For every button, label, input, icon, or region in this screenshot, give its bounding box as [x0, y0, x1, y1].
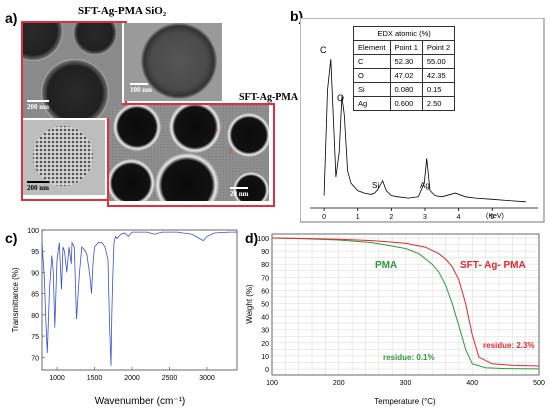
tga-residue-pma: residue: 0.1%: [383, 353, 435, 362]
marker-label-1: 1: [215, 127, 219, 133]
tga-residue-sft: residue: 2.3%: [483, 341, 535, 350]
tga-y-tick-label: 50: [261, 302, 269, 309]
edx-x-unit: (KeV): [486, 213, 504, 220]
scale-bar-4: 20 nm: [230, 187, 248, 198]
tem-image-porous: 200 nm: [23, 120, 105, 195]
tga-xlabel: Temperature (°C): [374, 397, 436, 406]
tga-y-tick-label: 70: [261, 275, 269, 282]
tem-frame-right: [107, 103, 275, 207]
panel-a-letter: a): [5, 10, 18, 26]
tga-y-tick-label: 0: [265, 367, 269, 374]
ftir-y-tick-label: 80: [31, 313, 39, 320]
tga-y-tick-label: 80: [261, 262, 269, 269]
tga-y-tick-label: 100: [257, 236, 269, 243]
ftir-x-tick-label: 1500: [87, 375, 103, 382]
tem-porous-drawing: [33, 126, 93, 186]
ftir-x-tick-label: 3000: [199, 375, 215, 382]
tga-y-tick-label: 90: [261, 249, 269, 256]
tem-image-single: 100 nm: [124, 23, 222, 101]
tga-y-tick-label: 20: [261, 341, 269, 348]
edx-cell: Ag: [353, 96, 391, 111]
tem-single-drawing: [141, 23, 217, 99]
tem-image-spheres: 200 nm: [23, 23, 122, 118]
tga-y-tick-label: 10: [261, 354, 269, 361]
edx-x-tick-label: 4: [457, 214, 461, 221]
tga-series-sft: [271, 237, 540, 367]
scale-bar-3: 200 nm: [27, 181, 49, 192]
tga-x-tick-label: 200: [333, 380, 345, 387]
tga-label-pma: PMA: [375, 260, 397, 271]
tga-x-tick-label: 400: [466, 380, 478, 387]
panel-d-letter: d): [245, 230, 259, 246]
scale-bar-1: 200 nm: [27, 100, 49, 111]
ftir-chart: 70 75 80 85 90 95 100 1000 1500 2000 2500 3000 Wav…: [11, 228, 238, 407]
edx-cell: 0.15: [421, 82, 456, 97]
tem-spheres-drawing: [23, 23, 117, 118]
ftir-y-ticks: 70 75 80 85 90 95 100: [27, 228, 45, 362]
tga-x-tick-label: 300: [400, 380, 412, 387]
tem-image-sft: 1 2 20 nm: [109, 105, 269, 201]
tga-plot-area: [271, 233, 540, 376]
ftir-ylabel: Transmittance (%): [11, 267, 20, 332]
ftir-xlabel: Wavenumber (cm⁻¹): [95, 396, 185, 407]
scale-bar-2: 100 nm: [130, 83, 152, 94]
peak-label-si: Si: [372, 181, 379, 190]
tga-ylabel: Weight (%): [245, 284, 254, 324]
marker-label-2: 2: [229, 149, 233, 155]
edx-cell: 2.50: [421, 96, 456, 111]
edx-header-point1: Point 1: [389, 40, 423, 55]
ftir-y-tick-label: 100: [27, 228, 39, 235]
tga-chart: 0 10 20 30 40 50 60 70 80 90 100 100 200 300 400 500 P…: [245, 233, 545, 406]
edx-cell: 0.600: [389, 96, 423, 111]
tga-grid: [271, 234, 540, 375]
edx-x-tick-label: 5: [490, 214, 494, 221]
ftir-series-line: [41, 231, 237, 366]
tga-x-tick-label: 500: [533, 380, 545, 387]
ftir-y-tick-label: 85: [31, 292, 39, 299]
ftir-y-tick-label: 75: [31, 334, 39, 341]
ftir-y-tick-label: 90: [31, 270, 39, 277]
ftir-y-tick-label: 70: [31, 355, 39, 362]
edx-x-tick-label: 0: [322, 214, 326, 221]
ftir-x-tick-label: 2500: [162, 375, 178, 382]
edx-header-point2: Point 2: [421, 40, 456, 55]
tga-label-sft: SFT- Ag- PMA: [460, 260, 526, 271]
panel-a-title-right: SFT-Ag-PMA: [239, 92, 299, 103]
edx-cell: O: [353, 68, 391, 83]
edx-cell: Si: [353, 82, 391, 97]
edx-table-title: EDX atomic (%): [352, 26, 456, 41]
edx-header-element: Element: [353, 40, 391, 55]
edx-cell: 52.30: [389, 54, 423, 69]
edx-series-line: [323, 59, 526, 203]
edx-cell: C: [353, 54, 391, 69]
ftir-x-ticks: 1000 1500 2000 2500 3000: [49, 367, 215, 382]
tga-series-pma: [271, 237, 540, 370]
edx-table: EDX atomic (%) Element Point 1 Point 2 C…: [352, 26, 456, 111]
edx-x-ticks: 0 1 2 3 4 5: [322, 208, 494, 221]
edx-x-tick-label: 2: [389, 214, 393, 221]
ftir-x-tick-label: 1000: [49, 375, 65, 382]
tga-y-ticks: 0 10 20 30 40 50 60 70 80 90 100: [257, 236, 269, 374]
panel-a-title-top: SFT-Ag-PMA SiO₂: [78, 5, 167, 17]
tem-sft-drawing: 1 2: [109, 105, 269, 201]
tga-x-tick-label: 100: [266, 380, 278, 387]
tga-x-ticks: 100 200 300 400 500: [266, 380, 545, 387]
edx-cell: 55.00: [421, 54, 456, 69]
ftir-plot-area: [41, 229, 238, 371]
peak-label-ag: Ag: [420, 181, 430, 190]
edx-cell: 0.080: [389, 82, 423, 97]
tga-y-tick-label: 60: [261, 288, 269, 295]
tga-y-tick-label: 40: [261, 315, 269, 322]
peak-label-o: O: [337, 93, 344, 103]
edx-x-tick-label: 1: [356, 214, 360, 221]
edx-cell: 42.35: [421, 68, 456, 83]
edx-cell: 47.02: [389, 68, 423, 83]
ftir-x-tick-label: 2000: [124, 375, 140, 382]
tga-y-tick-label: 30: [261, 328, 269, 335]
panel-c-letter: c): [5, 230, 18, 246]
peak-label-c: C: [320, 45, 327, 55]
edx-x-tick-label: 3: [423, 214, 427, 221]
ftir-y-tick-label: 95: [31, 249, 39, 256]
